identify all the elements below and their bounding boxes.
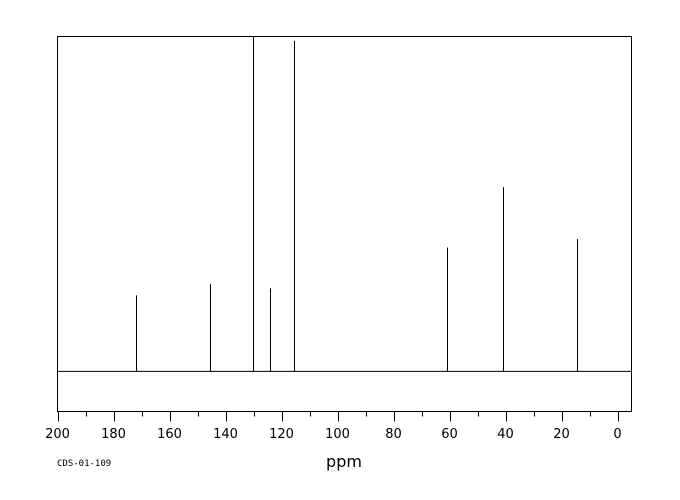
x-tick-label: 80 xyxy=(385,427,402,442)
spectrum-code-label: CDS-01-109 xyxy=(57,459,111,469)
x-tick-label: 120 xyxy=(269,427,294,442)
x-tick-label: 200 xyxy=(45,427,70,442)
x-axis-ticks xyxy=(58,411,619,422)
plot-frame xyxy=(57,36,632,412)
x-tick-label: 40 xyxy=(497,427,514,442)
x-tick-label: 140 xyxy=(213,427,238,442)
x-tick-label: 100 xyxy=(325,427,350,442)
x-tick-label: 60 xyxy=(441,427,458,442)
x-tick-label: 160 xyxy=(157,427,182,442)
x-tick-label: 180 xyxy=(101,427,126,442)
peaks-group xyxy=(136,36,578,372)
x-axis-label: ppm xyxy=(326,452,362,471)
x-tick-label: 20 xyxy=(553,427,570,442)
x-axis-tick-labels: 200 180 160 140 120 100 80 60 40 20 0 xyxy=(45,427,622,442)
x-tick-label: 0 xyxy=(613,427,621,442)
